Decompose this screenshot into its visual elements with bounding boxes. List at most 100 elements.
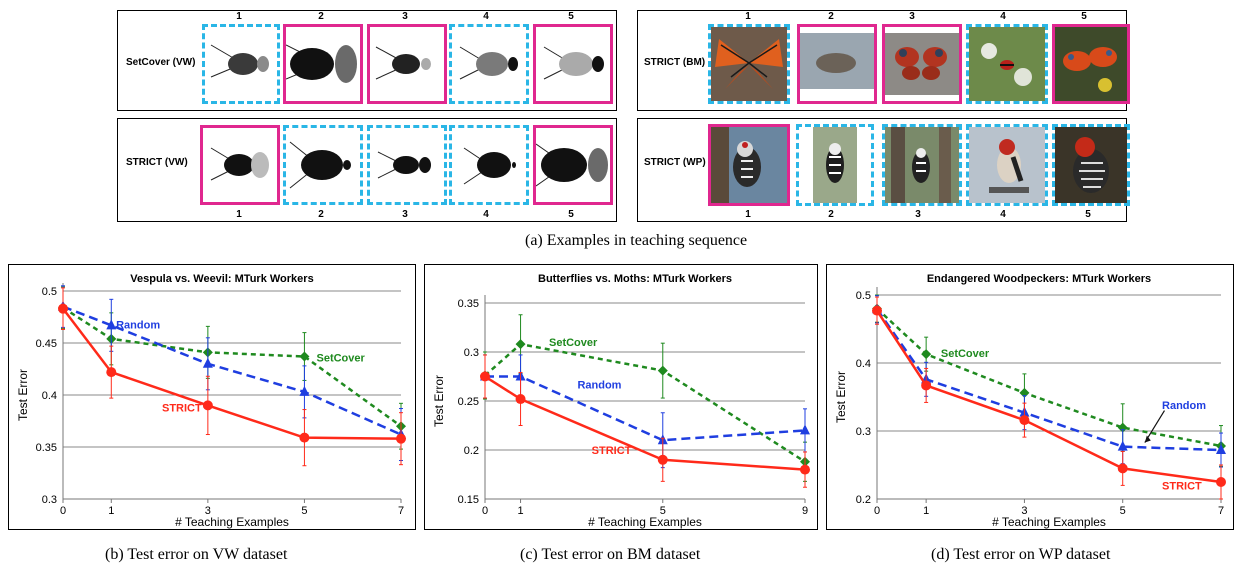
insect-icon (210, 44, 269, 78)
y-tick-label: 0.2 (464, 445, 479, 457)
data-point-strict (515, 394, 526, 405)
sequence-number: 5 (1081, 11, 1087, 22)
y-tick-label: 0.4 (856, 358, 871, 370)
y-tick-label: 0.4 (42, 390, 57, 402)
series-label-strict: STRICT (162, 402, 202, 414)
sequence-number: 3 (402, 11, 408, 22)
x-tick-label: 3 (205, 505, 211, 517)
chart-frame-wp: Endangered Woodpeckers: MTurk Workers 0.2… (826, 264, 1234, 530)
example-frame (202, 24, 280, 104)
butterfly-photo-icon (1055, 27, 1127, 101)
panel-label: STRICT (VW) (126, 157, 188, 168)
chart-title: Butterflies vs. Moths: MTurk Workers (538, 273, 732, 285)
panel-label: SetCover (VW) (126, 57, 196, 68)
insect-icon (289, 141, 351, 189)
caption-d: (d) Test error on WP dataset (931, 546, 1111, 563)
sequence-number: 2 (318, 209, 324, 220)
x-tick-label: 0 (874, 505, 880, 517)
example-frame (797, 24, 877, 104)
example-frame (1052, 24, 1130, 104)
panel-label: STRICT (BM) (644, 57, 706, 68)
series-label-random: Random (577, 379, 621, 391)
woodpecker-photo-icon (969, 127, 1045, 203)
example-frame (283, 24, 363, 104)
series-label-strict: STRICT (1162, 480, 1202, 492)
y-axis-label: Test Error (16, 369, 30, 421)
sequence-number: 3 (909, 11, 915, 22)
series-label-setcover: SetCover (317, 353, 366, 365)
y-axis-label: Test Error (432, 375, 446, 427)
example-frame (708, 24, 790, 104)
sequence-number: 5 (568, 11, 574, 22)
y-tick-label: 0.15 (458, 494, 479, 506)
example-frame (449, 125, 529, 205)
moth-photo-icon (800, 33, 874, 89)
x-axis-label: # Teaching Examples (588, 515, 702, 529)
moth-photo-icon (969, 27, 1045, 101)
series-line-setcover (484, 342, 806, 463)
x-tick-label: 5 (1120, 505, 1126, 517)
panel-label: STRICT (WP) (644, 157, 706, 168)
y-tick-label: 0.5 (856, 290, 871, 302)
example-frame (1052, 124, 1130, 206)
insect-icon (543, 46, 604, 80)
example-frame (882, 124, 962, 206)
insect-icon (375, 46, 431, 80)
woodpecker-photo-icon (885, 127, 959, 203)
example-frame (449, 24, 529, 104)
y-axis-label: Test Error (834, 371, 848, 423)
example-frame (367, 24, 447, 104)
sequence-number: 1 (236, 209, 242, 220)
data-point-setcover (657, 365, 668, 376)
chart-title: Endangered Woodpeckers: MTurk Workers (927, 273, 1151, 285)
insect-icon (210, 147, 269, 181)
example-frame (966, 24, 1048, 104)
data-point-strict (299, 432, 310, 443)
sequence-number: 3 (402, 209, 408, 220)
sequence-number: 1 (236, 11, 242, 22)
butterfly-photo-icon (885, 33, 959, 95)
x-tick-label: 9 (802, 505, 808, 517)
data-point-random (1216, 444, 1226, 455)
y-tick-label: 0.25 (458, 396, 479, 408)
chart-frame-bm: Butterflies vs. Moths: MTurk Workers 0.15… (424, 264, 818, 530)
chart-wp: Endangered Woodpeckers: MTurk Workers 0.2… (834, 273, 1226, 529)
example-frame (796, 124, 874, 206)
x-tick-label: 1 (923, 505, 929, 517)
data-point-setcover (1117, 422, 1128, 433)
x-tick-label: 7 (398, 505, 404, 517)
sequence-number: 1 (745, 11, 751, 22)
example-frame (533, 125, 613, 205)
caption-a: (a) Examples in teaching sequence (525, 232, 748, 249)
x-axis-label: # Teaching Examples (175, 515, 289, 529)
data-point-random (202, 357, 213, 368)
example-frame (283, 125, 363, 205)
sequence-number: 5 (1085, 209, 1091, 220)
insect-icon (536, 143, 608, 187)
data-point-strict (1019, 415, 1030, 426)
data-point-strict (1216, 477, 1226, 487)
y-tick-label: 0.3 (42, 494, 57, 506)
series-line-random (485, 375, 806, 442)
series-label-random: Random (116, 319, 160, 331)
data-point-strict (872, 305, 882, 316)
sequence-number: 2 (828, 209, 834, 220)
chart-bm: Butterflies vs. Moths: MTurk Workers 0.15… (432, 273, 810, 529)
series-line-strict (875, 309, 1222, 484)
x-axis-label: # Teaching Examples (992, 515, 1106, 529)
y-tick-label: 0.45 (36, 338, 57, 350)
sequence-number: 1 (745, 209, 751, 220)
data-point-random (106, 319, 117, 330)
woodpecker-photo-icon (711, 127, 787, 203)
sequence-number: 4 (1000, 209, 1006, 220)
caption-b: (b) Test error on VW dataset (105, 546, 288, 563)
data-point-strict (106, 367, 117, 378)
x-tick-label: 1 (517, 505, 523, 517)
data-point-setcover (1019, 387, 1030, 398)
insect-icon (463, 147, 516, 185)
insect-icon (286, 44, 357, 83)
sequence-number: 5 (568, 209, 574, 220)
data-point-random (800, 424, 810, 435)
y-tick-label: 0.3 (856, 426, 871, 438)
chart-title: Vespula vs. Weevil: MTurk Workers (130, 273, 313, 285)
